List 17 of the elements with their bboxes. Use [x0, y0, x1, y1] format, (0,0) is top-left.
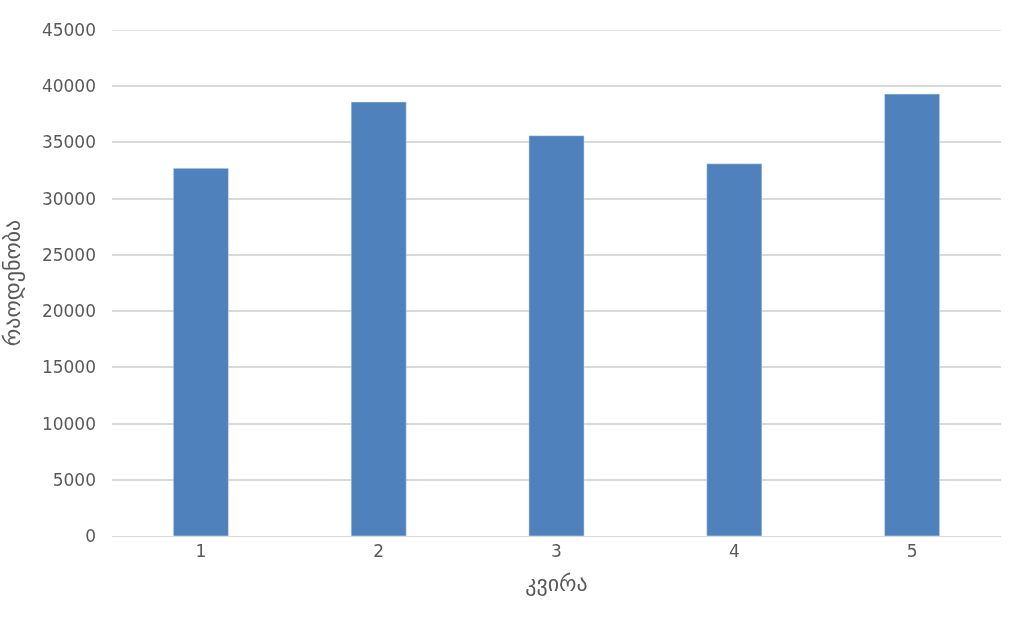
y-axis-title: რაოდენობა [0, 219, 25, 347]
y-tick-label: 45000 [41, 19, 96, 40]
y-tick-label: 15000 [41, 357, 96, 378]
y-tick-label: 0 [85, 525, 96, 546]
x-tick-label: 4 [728, 541, 740, 562]
x-axis-title: კვირა [525, 571, 588, 597]
y-tick-label: 30000 [41, 188, 96, 209]
y-tick-label: 40000 [41, 76, 96, 97]
y-tick-label: 20000 [41, 301, 96, 322]
y-tick-label: 5000 [52, 469, 96, 490]
x-tick-label: 3 [551, 541, 562, 562]
x-tick-label: 5 [906, 541, 918, 562]
x-tick-label: 2 [373, 541, 385, 562]
y-tick-label: 25000 [41, 244, 96, 265]
x-tick-label: 1 [195, 541, 207, 562]
y-tick-label: 10000 [41, 413, 96, 434]
y-tick-label: 35000 [41, 132, 96, 153]
